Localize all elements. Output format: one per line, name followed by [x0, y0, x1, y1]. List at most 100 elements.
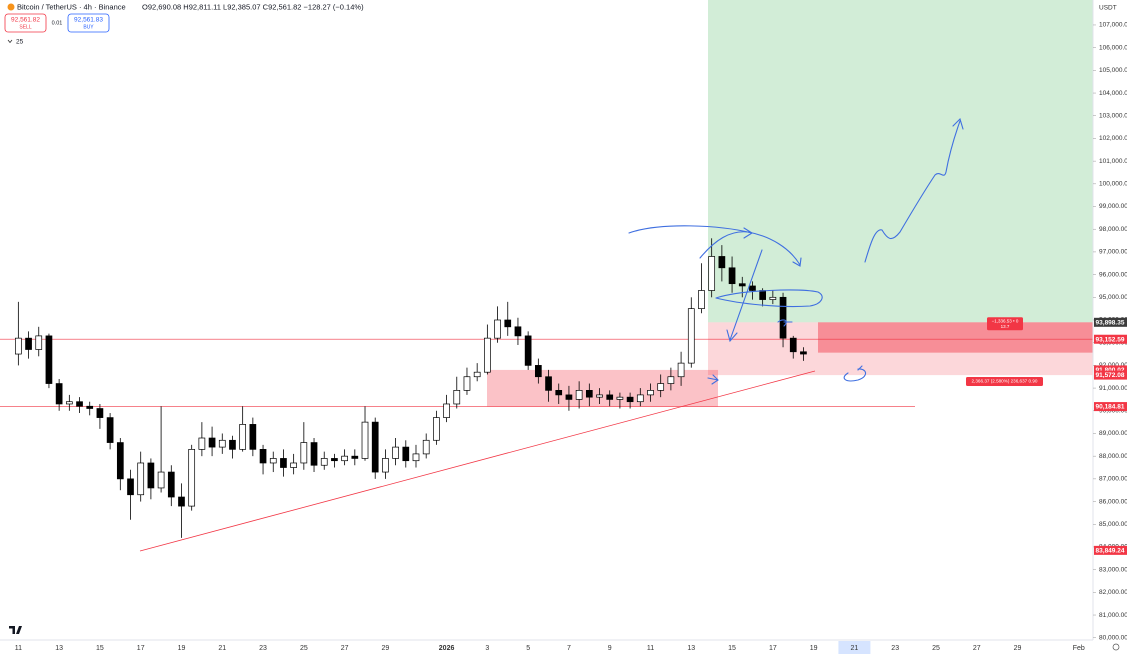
candle-body [392, 446, 399, 459]
symbol-icon [7, 3, 15, 11]
candle-body [218, 439, 226, 448]
candle-body [534, 365, 542, 378]
candle-body [779, 296, 787, 339]
x-tick-label: 15 [96, 645, 104, 652]
candle-body [412, 453, 420, 462]
settings-icon[interactable] [1112, 643, 1120, 651]
candle-body [65, 401, 73, 405]
y-tick-label: 83,000.00 [1099, 566, 1127, 573]
candle-body [504, 319, 512, 328]
candle-body [208, 437, 216, 448]
candle-body [636, 394, 644, 403]
y-tick-label: 96,000.00 [1099, 271, 1127, 278]
candle-body [596, 394, 603, 398]
loop [715, 289, 823, 308]
candle-body [320, 458, 328, 466]
x-tick-label: 23 [891, 645, 899, 652]
x-tick-label: 5 [526, 645, 530, 652]
y-tick-label: 107,000.00 [1099, 22, 1127, 29]
candle-body [484, 337, 491, 373]
stop-label-bg [987, 317, 1023, 331]
y-tick-label: 81,000.00 [1099, 612, 1127, 619]
candle-body [116, 442, 124, 480]
candle-body [524, 335, 532, 366]
candle-body [402, 446, 410, 462]
price-label-bg [1094, 334, 1127, 344]
candle-body [382, 458, 389, 473]
y-tick-label: 91,000.00 [1099, 385, 1127, 392]
candle-body [789, 337, 797, 353]
candle-body [698, 290, 705, 310]
candle-body [310, 442, 318, 466]
price-label-bg [1094, 365, 1127, 375]
candle-body [565, 394, 573, 400]
y-tick-label: 87,000.00 [1099, 476, 1127, 483]
price-label: 93,152.59 [1096, 336, 1125, 343]
candle-body [677, 362, 685, 378]
lines [0, 338, 1093, 407]
logo [9, 626, 22, 634]
currency: USDT [1099, 5, 1117, 12]
x-tick-label: 29 [1014, 645, 1022, 652]
arrow-down [726, 249, 763, 343]
buy-button[interactable] [67, 13, 110, 33]
candle-body [647, 390, 654, 396]
x-tick-label: 11 [15, 645, 22, 652]
candle-body [728, 267, 736, 285]
chevron[interactable] [7, 39, 13, 44]
y-tick-label: 103,000.00 [1099, 112, 1127, 119]
ohlc-header: O92,690.08 H92,811.11 L92,385.07 C92,561… [142, 2, 364, 11]
x-tick-label: 11 [647, 645, 654, 652]
projection-arrow [864, 117, 964, 263]
y-tick-label: 99,000.00 [1099, 203, 1127, 210]
time-axis-bg [0, 640, 1127, 654]
y-tick-label: 101,000.00 [1099, 158, 1127, 165]
candle-body [127, 478, 134, 496]
candle-body [800, 351, 807, 355]
sell-button[interactable] [4, 13, 47, 33]
y-tick-label: 88,000.00 [1099, 453, 1127, 460]
stop-zone [708, 322, 1093, 376]
candle-body [331, 458, 338, 462]
y-tick-label: 86,000.00 [1099, 498, 1127, 505]
x-tick-label: 23 [259, 645, 267, 652]
scribble [777, 319, 793, 327]
candle-body [86, 405, 94, 409]
circle-mark [843, 365, 867, 382]
candle-body [25, 337, 32, 350]
price-label: 93,898.35 [1096, 319, 1125, 326]
price-label-bg [1094, 317, 1127, 327]
candle-body [300, 442, 308, 464]
price-label-bg [1094, 402, 1127, 412]
candle-body [759, 290, 767, 300]
x-tick-label: 25 [932, 645, 940, 652]
y-tick-label: 80,000.00 [1099, 634, 1127, 641]
candle-body [749, 285, 756, 291]
price-axis-bg [1093, 0, 1127, 654]
buy-label: BUY [83, 24, 94, 30]
x-tick-label: Feb [1073, 645, 1085, 652]
candle-body [545, 376, 552, 391]
candle-body [575, 390, 583, 400]
candle-body [96, 408, 104, 418]
price-label: 83,849.24 [1096, 547, 1125, 554]
candle-body [55, 383, 63, 405]
y-tick-label: 102,000.00 [1099, 135, 1127, 142]
candle-body [555, 390, 563, 396]
trend-line [139, 370, 816, 552]
candle-body [738, 283, 746, 287]
indicator: 25 [16, 39, 24, 46]
candle-body [259, 449, 267, 464]
candle-body [249, 424, 257, 450]
candle-body [35, 335, 43, 350]
sell-label: SELL [19, 24, 31, 30]
candle-body [361, 421, 369, 459]
candles [15, 238, 807, 538]
axes: 80,000.0081,000.0082,000.0083,000.0084,0… [15, 22, 1127, 654]
sell-price: 92,561.82 [11, 17, 40, 24]
y-tick-label: 95,000.00 [1099, 294, 1127, 301]
x-tick-label: 29 [382, 645, 390, 652]
x-tick-label: 27 [341, 645, 349, 652]
